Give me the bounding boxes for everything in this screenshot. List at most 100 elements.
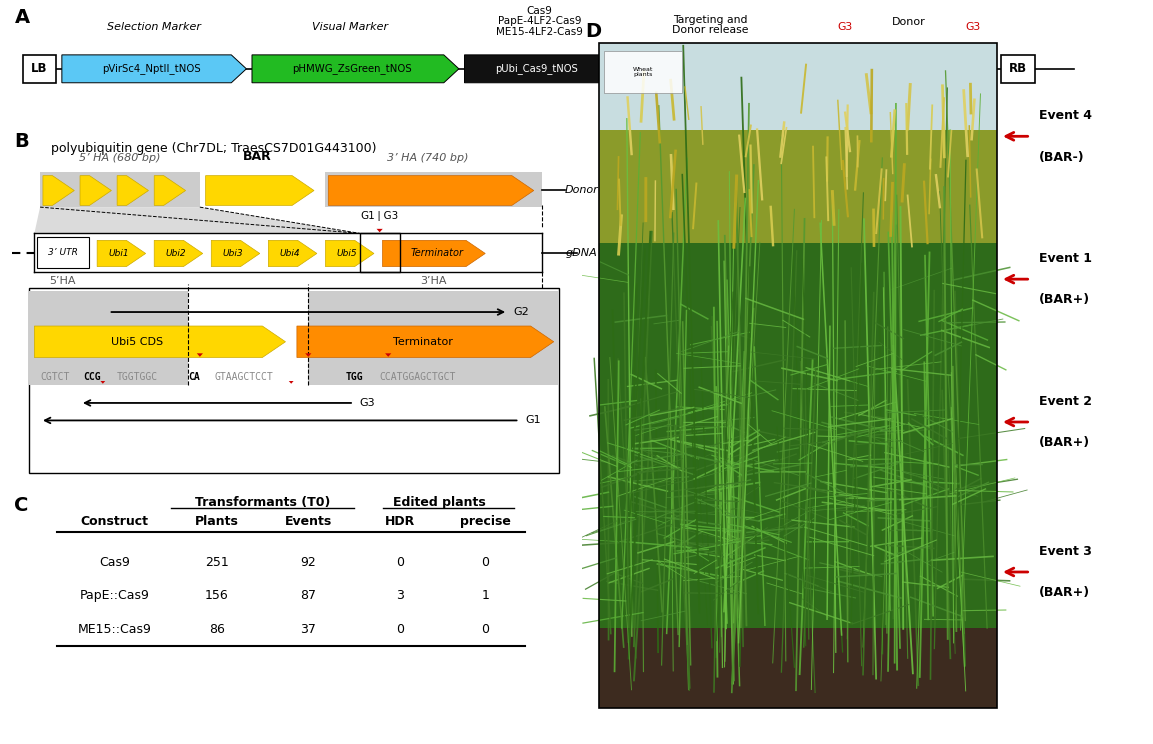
Text: 1: 1 <box>481 589 489 603</box>
Bar <box>924 58 939 80</box>
Polygon shape <box>211 240 259 266</box>
Polygon shape <box>35 207 360 234</box>
Bar <box>23 55 56 83</box>
Bar <box>35 234 542 272</box>
Polygon shape <box>43 176 74 205</box>
Text: G3: G3 <box>360 398 376 408</box>
Polygon shape <box>80 176 112 205</box>
Polygon shape <box>325 240 374 266</box>
Text: 156: 156 <box>205 589 228 603</box>
Text: Ubi5: Ubi5 <box>337 248 357 257</box>
Text: CCATGGAGCTGCT: CCATGGAGCTGCT <box>379 372 457 382</box>
Text: 92: 92 <box>301 556 316 569</box>
Bar <box>865 58 900 80</box>
Text: G2: G2 <box>514 307 529 317</box>
Text: Terminator: Terminator <box>410 248 464 258</box>
Text: ME15-4LF2-Cas9: ME15-4LF2-Cas9 <box>496 27 583 36</box>
Text: 87: 87 <box>300 589 316 603</box>
Bar <box>308 291 559 385</box>
Text: pUbi_Cas9_tNOS: pUbi_Cas9_tNOS <box>496 63 579 74</box>
Polygon shape <box>842 49 849 54</box>
Polygon shape <box>155 240 203 266</box>
Text: GTAAGCTCCT: GTAAGCTCCT <box>214 372 273 382</box>
Text: CGTCT: CGTCT <box>40 372 69 382</box>
Polygon shape <box>621 55 800 83</box>
Text: Donor release: Donor release <box>672 25 748 35</box>
Text: ME15::Cas9: ME15::Cas9 <box>77 623 151 635</box>
Polygon shape <box>62 55 247 83</box>
Text: Events: Events <box>285 516 332 528</box>
Text: 37: 37 <box>301 623 316 635</box>
Bar <box>598 628 997 708</box>
Polygon shape <box>845 58 861 80</box>
Polygon shape <box>197 353 203 357</box>
Text: TGG: TGG <box>346 372 363 382</box>
Text: pVirSc4_NptII_tNOS: pVirSc4_NptII_tNOS <box>101 63 201 74</box>
Text: Event 2: Event 2 <box>1039 395 1092 408</box>
Text: Event 4: Event 4 <box>1039 109 1092 122</box>
Text: PapE-4LF2-Cas9: PapE-4LF2-Cas9 <box>498 16 581 26</box>
Text: G3: G3 <box>966 22 981 31</box>
Text: Transformants (T0): Transformants (T0) <box>195 496 331 510</box>
Text: (BAR+): (BAR+) <box>1039 586 1090 599</box>
Text: G3: G3 <box>837 22 852 31</box>
Polygon shape <box>970 58 987 80</box>
Text: 0: 0 <box>481 623 489 635</box>
Text: Event 3: Event 3 <box>1039 545 1092 558</box>
Polygon shape <box>35 326 286 358</box>
Text: 5’ HA (680 bp): 5’ HA (680 bp) <box>80 153 160 164</box>
Text: Ubi5 CDS: Ubi5 CDS <box>111 337 164 347</box>
Text: A: A <box>15 8 30 28</box>
Bar <box>598 129 997 243</box>
Bar <box>40 172 199 207</box>
Text: Ubi4: Ubi4 <box>280 248 301 257</box>
Text: Plants: Plants <box>195 516 239 528</box>
Text: Ubi2: Ubi2 <box>166 248 187 257</box>
Text: Terminator: Terminator <box>392 337 452 347</box>
Bar <box>29 287 559 473</box>
Text: TGGTGGC: TGGTGGC <box>118 372 158 382</box>
Polygon shape <box>253 55 459 83</box>
Text: BAR: BAR <box>242 150 271 164</box>
Bar <box>1001 55 1035 83</box>
Text: Cas9: Cas9 <box>99 556 129 569</box>
Bar <box>598 43 997 708</box>
Bar <box>598 43 997 243</box>
Text: G1❘G3: G1❘G3 <box>361 211 399 221</box>
Polygon shape <box>465 55 616 83</box>
Text: (BAR+): (BAR+) <box>1039 293 1090 307</box>
Polygon shape <box>970 49 977 54</box>
Text: 251: 251 <box>205 556 228 569</box>
Text: Selection Marker: Selection Marker <box>106 22 201 32</box>
Polygon shape <box>118 176 149 205</box>
Bar <box>325 172 542 207</box>
Text: LB: LB <box>31 62 47 75</box>
Bar <box>29 291 188 385</box>
Text: G1: G1 <box>526 415 541 426</box>
Text: 86: 86 <box>209 623 225 635</box>
Polygon shape <box>383 240 485 266</box>
Bar <box>828 55 990 83</box>
Text: CCG: CCG <box>83 372 100 382</box>
Text: Construct: Construct <box>81 516 149 528</box>
Text: Donor: Donor <box>892 17 926 27</box>
Text: Cas9: Cas9 <box>527 6 552 16</box>
Text: 0: 0 <box>481 556 489 569</box>
Bar <box>958 58 973 80</box>
Bar <box>604 51 681 94</box>
Text: Ubi1: Ubi1 <box>108 248 129 257</box>
Polygon shape <box>296 326 553 358</box>
Polygon shape <box>205 176 314 205</box>
Text: 3: 3 <box>395 589 404 603</box>
Polygon shape <box>288 381 294 384</box>
Bar <box>906 58 921 80</box>
Text: (BAR-): (BAR-) <box>1039 150 1085 164</box>
Text: Donor: Donor <box>565 185 598 196</box>
Text: Targeting and: Targeting and <box>673 15 748 25</box>
Text: pU6_sgR-G1-G3_tT: pU6_sgR-G1-G3_tT <box>661 63 754 74</box>
Text: 3’ UTR: 3’ UTR <box>48 248 78 257</box>
Text: 0: 0 <box>395 623 404 635</box>
Bar <box>598 243 997 628</box>
Text: C: C <box>14 496 29 515</box>
Text: HDR: HDR <box>384 516 415 528</box>
